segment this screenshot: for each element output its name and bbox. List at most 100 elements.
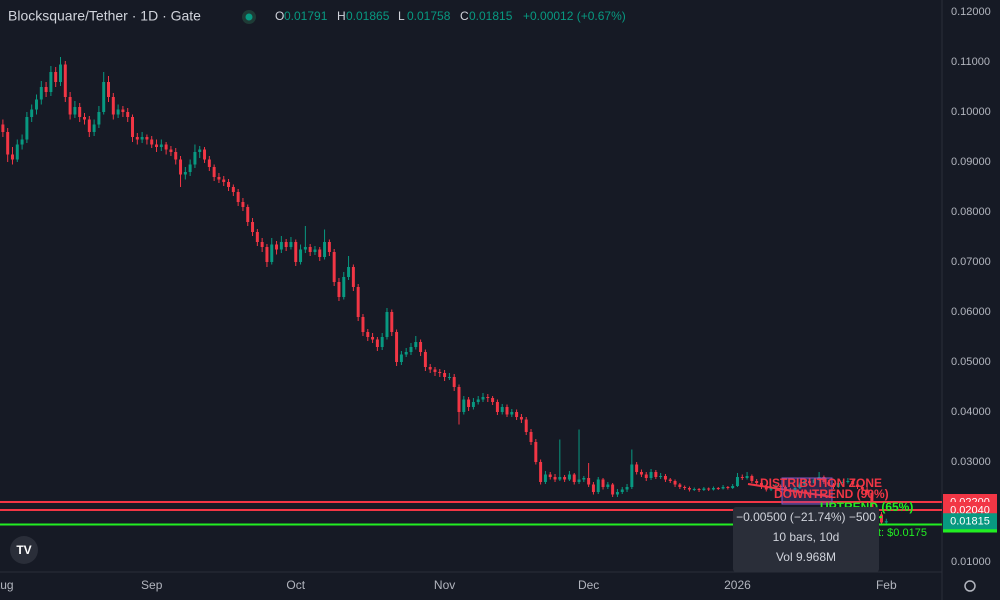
y-tick-label: 0.03000 xyxy=(951,456,991,468)
candle-body xyxy=(423,352,427,367)
candle-body xyxy=(764,487,768,490)
x-tick-label: Oct xyxy=(286,578,305,592)
candle-body xyxy=(476,399,480,402)
settings-icon[interactable] xyxy=(964,580,976,592)
candle-body xyxy=(635,464,639,472)
candle-body xyxy=(462,399,466,412)
candle-body xyxy=(572,474,576,482)
candle-body xyxy=(203,149,207,160)
candle-body xyxy=(140,137,144,140)
candle-body xyxy=(750,476,754,481)
candle-body xyxy=(10,154,14,160)
zone-box xyxy=(781,477,833,505)
candle-body xyxy=(707,488,711,490)
candle-body xyxy=(553,477,557,480)
candle-body xyxy=(380,337,384,347)
candle-body xyxy=(510,412,514,415)
candle-body xyxy=(49,72,53,92)
candle-body xyxy=(399,354,403,362)
candle-body xyxy=(759,483,763,487)
candle-body xyxy=(361,317,365,332)
candle-body xyxy=(25,117,29,140)
candle-body xyxy=(299,249,303,262)
candle-body xyxy=(78,107,82,117)
candle-body xyxy=(107,82,110,97)
candle-body xyxy=(659,476,663,477)
candle-body xyxy=(596,479,600,492)
candle-body xyxy=(231,187,235,192)
candle-body xyxy=(683,487,687,488)
candle-body xyxy=(265,247,269,262)
ohlc-value: 0.01865 xyxy=(346,9,390,23)
y-tick-label: 0.06000 xyxy=(951,306,991,318)
candle-body xyxy=(678,484,682,487)
candle-body xyxy=(505,407,509,415)
candle-body xyxy=(615,492,619,495)
candle-body xyxy=(774,486,778,488)
candle-body xyxy=(563,477,567,480)
price-label-box xyxy=(943,513,997,530)
candle-body xyxy=(126,112,130,117)
candle-body xyxy=(735,477,739,486)
candle-body xyxy=(284,242,288,247)
y-tick-label: 0.12000 xyxy=(951,6,991,18)
candle-body xyxy=(798,484,802,488)
candle-body xyxy=(102,82,106,112)
candle-body xyxy=(740,477,744,478)
candle-body xyxy=(731,486,735,488)
svg-text:TV: TV xyxy=(16,543,31,557)
candle-body xyxy=(755,481,759,483)
candle-body xyxy=(668,479,672,481)
candle-body xyxy=(179,159,183,175)
x-tick-label: Nov xyxy=(434,578,455,592)
ohlc-letter: H xyxy=(337,9,346,23)
candle-body xyxy=(303,247,307,250)
candle-body xyxy=(779,486,783,487)
candle-body xyxy=(803,481,807,485)
candle-body xyxy=(663,476,667,480)
x-tick-label: Aug xyxy=(0,578,14,592)
price-label: 0.01815 xyxy=(950,516,990,528)
x-tick-label: Dec xyxy=(578,578,599,592)
candle-body xyxy=(745,476,749,478)
candle-body xyxy=(92,124,96,132)
candle-body xyxy=(822,477,826,482)
ohlc-value: 0.01758 xyxy=(407,9,451,23)
candle-body xyxy=(385,312,389,337)
chart-title: Blocksquare/Tether · 1D · Gate xyxy=(8,8,201,24)
candle-body xyxy=(145,137,149,140)
candle-body xyxy=(851,481,855,485)
candle-body xyxy=(481,397,485,400)
candle-body xyxy=(457,387,461,412)
candle-body xyxy=(711,488,715,490)
candle-body xyxy=(255,232,259,242)
change-value: +0.00012 (+0.67%) xyxy=(523,9,626,23)
candle-body xyxy=(591,484,595,492)
annotation: DOWNTREND (90%) xyxy=(774,487,889,501)
candle-body xyxy=(318,249,322,257)
candle-body xyxy=(207,159,211,167)
candle-body xyxy=(121,109,125,112)
candle-body xyxy=(419,342,423,352)
candle-body xyxy=(169,149,173,152)
y-tick-label: 0.05000 xyxy=(951,356,991,368)
candle-body xyxy=(313,249,317,252)
measure-text: −0.00500 (−21.74%) −500 xyxy=(736,510,876,524)
candle-body xyxy=(697,489,701,490)
annotation: DISTRIBUTION ZONE xyxy=(760,476,882,490)
candle-body xyxy=(327,242,331,252)
candle-body xyxy=(131,117,135,137)
candle-body xyxy=(836,483,840,487)
candle-body xyxy=(44,87,48,92)
candle-body xyxy=(443,373,447,377)
candle-body xyxy=(529,432,533,442)
candle-body xyxy=(236,192,240,202)
ohlc-value: 0.01815 xyxy=(469,9,513,23)
y-tick-label: 0.09000 xyxy=(951,156,991,168)
candle-body xyxy=(116,109,120,115)
candle-body xyxy=(164,144,168,150)
candle-body xyxy=(812,479,816,483)
y-tick-label: 0.08000 xyxy=(951,206,991,218)
candle-body xyxy=(769,488,773,490)
ohlc-letter: L xyxy=(398,9,405,23)
